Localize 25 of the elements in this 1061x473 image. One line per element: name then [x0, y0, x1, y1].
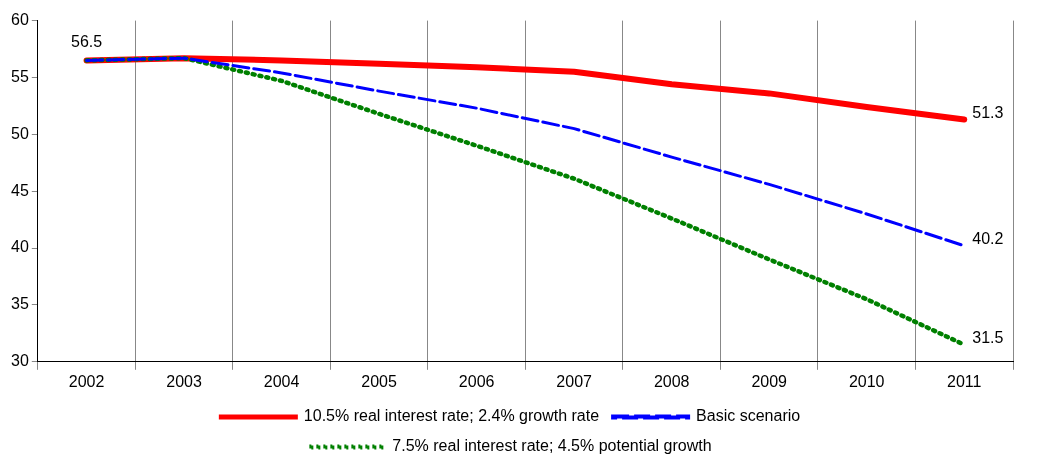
y-tick-label: 40 — [11, 238, 29, 256]
x-tick-label: 2007 — [556, 372, 593, 390]
x-tick-label: 2010 — [848, 372, 885, 390]
y-tick-label: 55 — [11, 67, 29, 85]
line-series — [85, 56, 966, 248]
legend-label: 10.5% real interest rate; 2.4% growth rate — [303, 407, 600, 425]
y-tick-label: 60 — [11, 11, 29, 29]
x-tick-label: 2009 — [751, 372, 788, 390]
x-tick-label: 2008 — [653, 372, 690, 390]
x-tick-label: 2006 — [458, 372, 495, 390]
x-tick-label: 2011 — [947, 372, 982, 390]
annotation: 56.5 — [70, 32, 103, 50]
legend-label: Basic scenario — [696, 407, 801, 425]
y-tick-label: 50 — [11, 124, 29, 142]
annotation: 51.3 — [972, 103, 1004, 121]
x-tick-label: 2003 — [166, 372, 202, 390]
x-tick-label: 2005 — [361, 372, 398, 390]
legend-label: 7.5% real interest rate; 4.5% potential growth — [392, 437, 712, 455]
y-tick-label: 30 — [11, 352, 29, 370]
annotation: 40.2 — [972, 230, 1004, 248]
x-tick-label: 2002 — [68, 372, 105, 390]
annotation: 31.5 — [972, 329, 1004, 347]
x-tick-label: 2004 — [263, 372, 300, 390]
y-tick-label: 35 — [11, 295, 29, 313]
y-tick-label: 45 — [11, 181, 29, 199]
